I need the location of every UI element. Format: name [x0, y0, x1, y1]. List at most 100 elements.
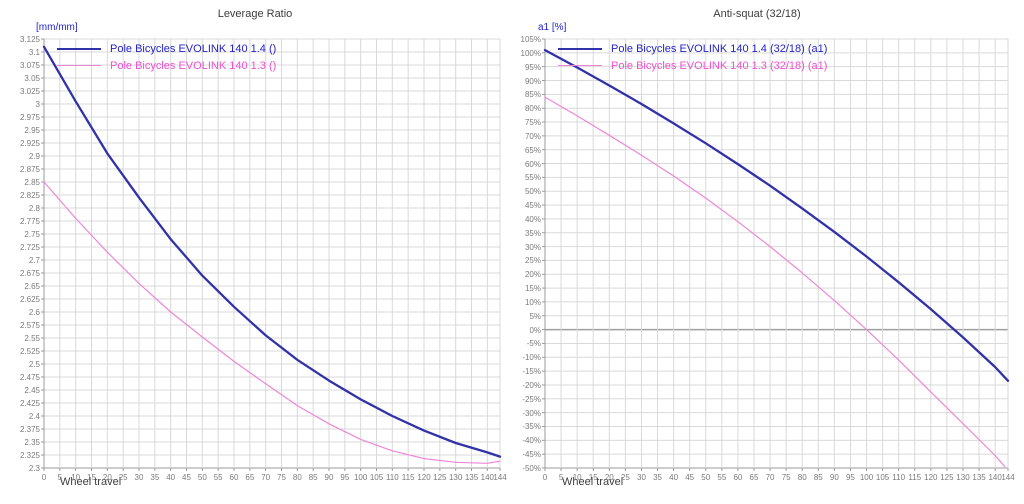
y-tick-label: -20% [522, 380, 541, 390]
y-tick-label: 2.425 [19, 399, 40, 408]
y-tick-label: 2.375 [19, 425, 40, 434]
y-tick-label: -15% [522, 367, 541, 377]
x-tick-label: 55 [213, 473, 223, 482]
x-tick-label: 30 [637, 473, 646, 482]
x-tick-label: 85 [308, 473, 318, 482]
y-tick-label: 2.85 [24, 178, 40, 187]
x-tick-label: 40 [669, 473, 679, 482]
anti-squat-chart-title: Anti-squat (32/18) [713, 8, 801, 20]
x-tick-label: 10 [572, 473, 582, 482]
y-tick-label: 50% [524, 187, 541, 197]
y-tick-label: 2.925 [19, 139, 40, 148]
y-tick-label: 2.65 [24, 282, 40, 291]
x-tick-label: 45 [182, 473, 191, 482]
x-tick-label: 95 [845, 473, 855, 482]
x-tick-label: 20 [102, 473, 112, 482]
legend-line-sample [57, 47, 101, 50]
x-tick-label: 115 [401, 473, 415, 482]
y-tick-label: -5% [526, 339, 541, 349]
legend-series-label: Pole Bicycles EVOLINK 140 1.4 () [110, 42, 277, 55]
y-tick-label: 3.025 [19, 87, 40, 96]
series-curve [543, 48, 1010, 382]
legend-series-label: Pole Bicycles EVOLINK 140 1.4 (32/18) (a… [611, 42, 828, 55]
x-tick-label: 80 [797, 473, 807, 482]
y-tick-label: -30% [522, 408, 541, 418]
legend-series-label: Pole Bicycles EVOLINK 140 1.3 (32/18) (a… [611, 59, 828, 72]
x-tick-label: 15 [87, 473, 96, 482]
y-tick-label: 60% [524, 159, 541, 169]
x-tick-label: 65 [245, 473, 255, 482]
x-tick-label: 110 [385, 473, 399, 482]
y-tick-label: 90% [524, 76, 541, 86]
y-tick-label: 75% [524, 118, 541, 128]
x-tick-label: 30 [134, 473, 144, 482]
y-tick-label: 15% [524, 284, 541, 294]
y-tick-label: 70% [524, 131, 541, 141]
series-curve [42, 45, 502, 458]
leverage-ratio-chart-title: Leverage Ratio [217, 8, 293, 20]
y-tick-label: -50% [522, 464, 541, 473]
y-tick-label: 2.875 [19, 165, 40, 174]
y-tick-label: 40% [524, 214, 541, 224]
x-tick-label: 90 [829, 473, 839, 482]
y-tick-label: 100% [520, 48, 541, 58]
x-tick-label: 25 [118, 473, 128, 482]
y-tick-label: 2.525 [19, 347, 40, 356]
x-tick-label: 100 [859, 473, 874, 482]
x-tick-label: 50 [197, 473, 207, 482]
y-tick-label: 3.1 [28, 48, 40, 57]
legend-entry: Pole Bicycles EVOLINK 140 1.3 () [57, 57, 276, 74]
legend-line-sample [558, 65, 602, 66]
y-tick-label: 0% [529, 325, 541, 335]
y-tick-label: 3.125 [19, 35, 40, 44]
x-tick-label: 70 [261, 473, 271, 482]
y-tick-label: 2.675 [19, 269, 40, 278]
y-tick-label: 2.625 [19, 295, 40, 304]
x-tick-label: 115 [908, 473, 922, 482]
y-tick-label: 2.75 [24, 230, 40, 239]
x-tick-label: 110 [892, 473, 906, 482]
legend-line-sample [57, 65, 101, 66]
legend-entry: Pole Bicycles EVOLINK 140 1.4 (32/18) (a… [558, 40, 827, 57]
y-tick-label: 95% [524, 62, 541, 72]
x-tick-label: 130 [956, 473, 970, 482]
x-tick-label: 5 [558, 473, 564, 482]
y-tick-label: 10% [524, 297, 541, 307]
legend-series-label: Pole Bicycles EVOLINK 140 1.3 () [110, 59, 277, 72]
y-tick-label: 35% [524, 228, 541, 238]
y-tick-label: 3.05 [24, 74, 40, 83]
x-tick-label: 75 [781, 473, 791, 482]
y-tick-label: 65% [524, 145, 541, 155]
y-tick-label: 2.55 [24, 334, 40, 343]
legend-entry: Pole Bicycles EVOLINK 140 1.4 () [57, 40, 276, 57]
x-tick-label: 105 [369, 473, 384, 482]
y-tick-label: 2.6 [28, 308, 40, 317]
y-tick-label: 2.475 [19, 373, 40, 382]
y-tick-label: 2.325 [19, 451, 40, 460]
y-tick-label: 2.35 [24, 438, 40, 447]
x-tick-label: 10 [71, 473, 81, 482]
x-tick-label: 25 [620, 473, 630, 482]
x-tick-label: 20 [604, 473, 614, 482]
x-tick-label: 35 [150, 473, 160, 482]
y-tick-label: 85% [524, 90, 541, 100]
x-tick-label: 130 [448, 473, 463, 482]
series-curve [43, 181, 501, 464]
x-tick-label: 50 [701, 473, 711, 482]
x-tick-label: 105 [875, 473, 890, 482]
y-tick-label: -40% [522, 436, 541, 446]
y-tick-label: 5% [529, 311, 541, 321]
x-tick-label: 40 [166, 473, 176, 482]
y-tick-label: -25% [522, 394, 541, 404]
x-tick-label: 140 [480, 473, 494, 482]
y-tick-label: 2.725 [19, 243, 40, 252]
x-tick-label: 120 [924, 473, 938, 482]
x-tick-label: 144 [493, 473, 507, 482]
y-tick-label: 2.45 [24, 386, 40, 395]
x-tick-label: 65 [749, 473, 759, 482]
x-tick-label: 5 [57, 473, 63, 482]
x-tick-label: 125 [433, 473, 447, 482]
y-tick-label: 3 [35, 100, 40, 109]
